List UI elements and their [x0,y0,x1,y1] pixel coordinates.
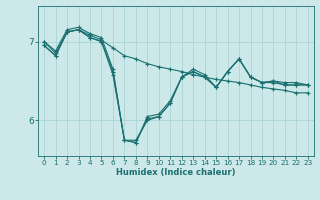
X-axis label: Humidex (Indice chaleur): Humidex (Indice chaleur) [116,168,236,177]
